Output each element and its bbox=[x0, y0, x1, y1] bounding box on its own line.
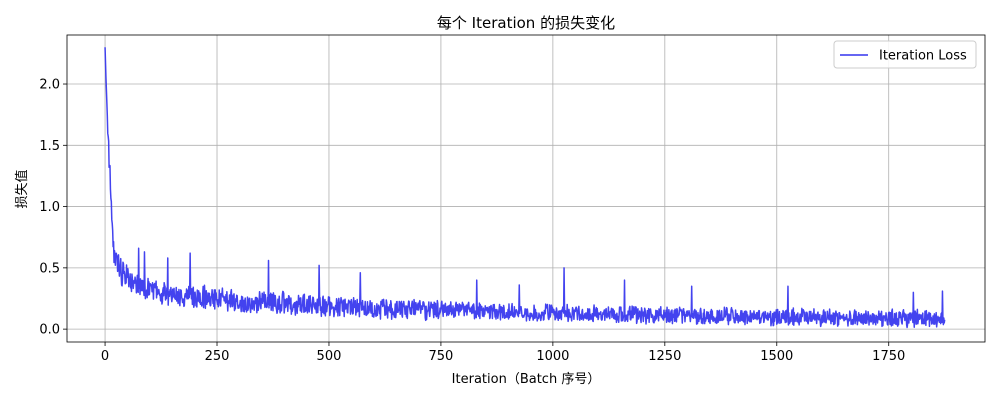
x-tick-label: 1000 bbox=[536, 349, 569, 364]
x-axis-label: Iteration（Batch 序号） bbox=[452, 372, 601, 387]
chart-title: 每个 Iteration 的损失变化 bbox=[437, 14, 615, 32]
x-tick-label: 1750 bbox=[872, 349, 905, 364]
legend-box bbox=[833, 40, 977, 69]
y-tick-label: 2.0 bbox=[39, 78, 60, 93]
x-tick-label: 250 bbox=[205, 349, 230, 364]
gridlines bbox=[67, 35, 985, 342]
y-tick-label: 0.0 bbox=[39, 323, 60, 338]
plot-frame bbox=[66, 34, 986, 343]
x-tick-label: 0 bbox=[101, 349, 109, 364]
x-tick-label: 750 bbox=[429, 349, 454, 364]
y-axis-ticks: 0.0 0.5 1.0 1.5 2.0 bbox=[39, 78, 67, 338]
legend: Iteration Loss bbox=[833, 40, 977, 69]
y-axis-label: 损失值 bbox=[14, 169, 30, 208]
series-line-iteration-loss bbox=[104, 47, 946, 329]
y-tick-label: 1.0 bbox=[39, 200, 60, 215]
x-tick-label: 1250 bbox=[648, 349, 681, 364]
y-tick-label: 0.5 bbox=[39, 261, 60, 276]
x-tick-label: 500 bbox=[317, 349, 342, 364]
x-tick-label: 1500 bbox=[760, 349, 793, 364]
series-layer bbox=[104, 47, 946, 329]
y-tick-label: 1.5 bbox=[39, 139, 60, 154]
x-axis-ticks: 0 250 500 750 1000 1250 1500 1750 bbox=[101, 342, 905, 364]
legend-label-iteration-loss: Iteration Loss bbox=[879, 49, 967, 64]
